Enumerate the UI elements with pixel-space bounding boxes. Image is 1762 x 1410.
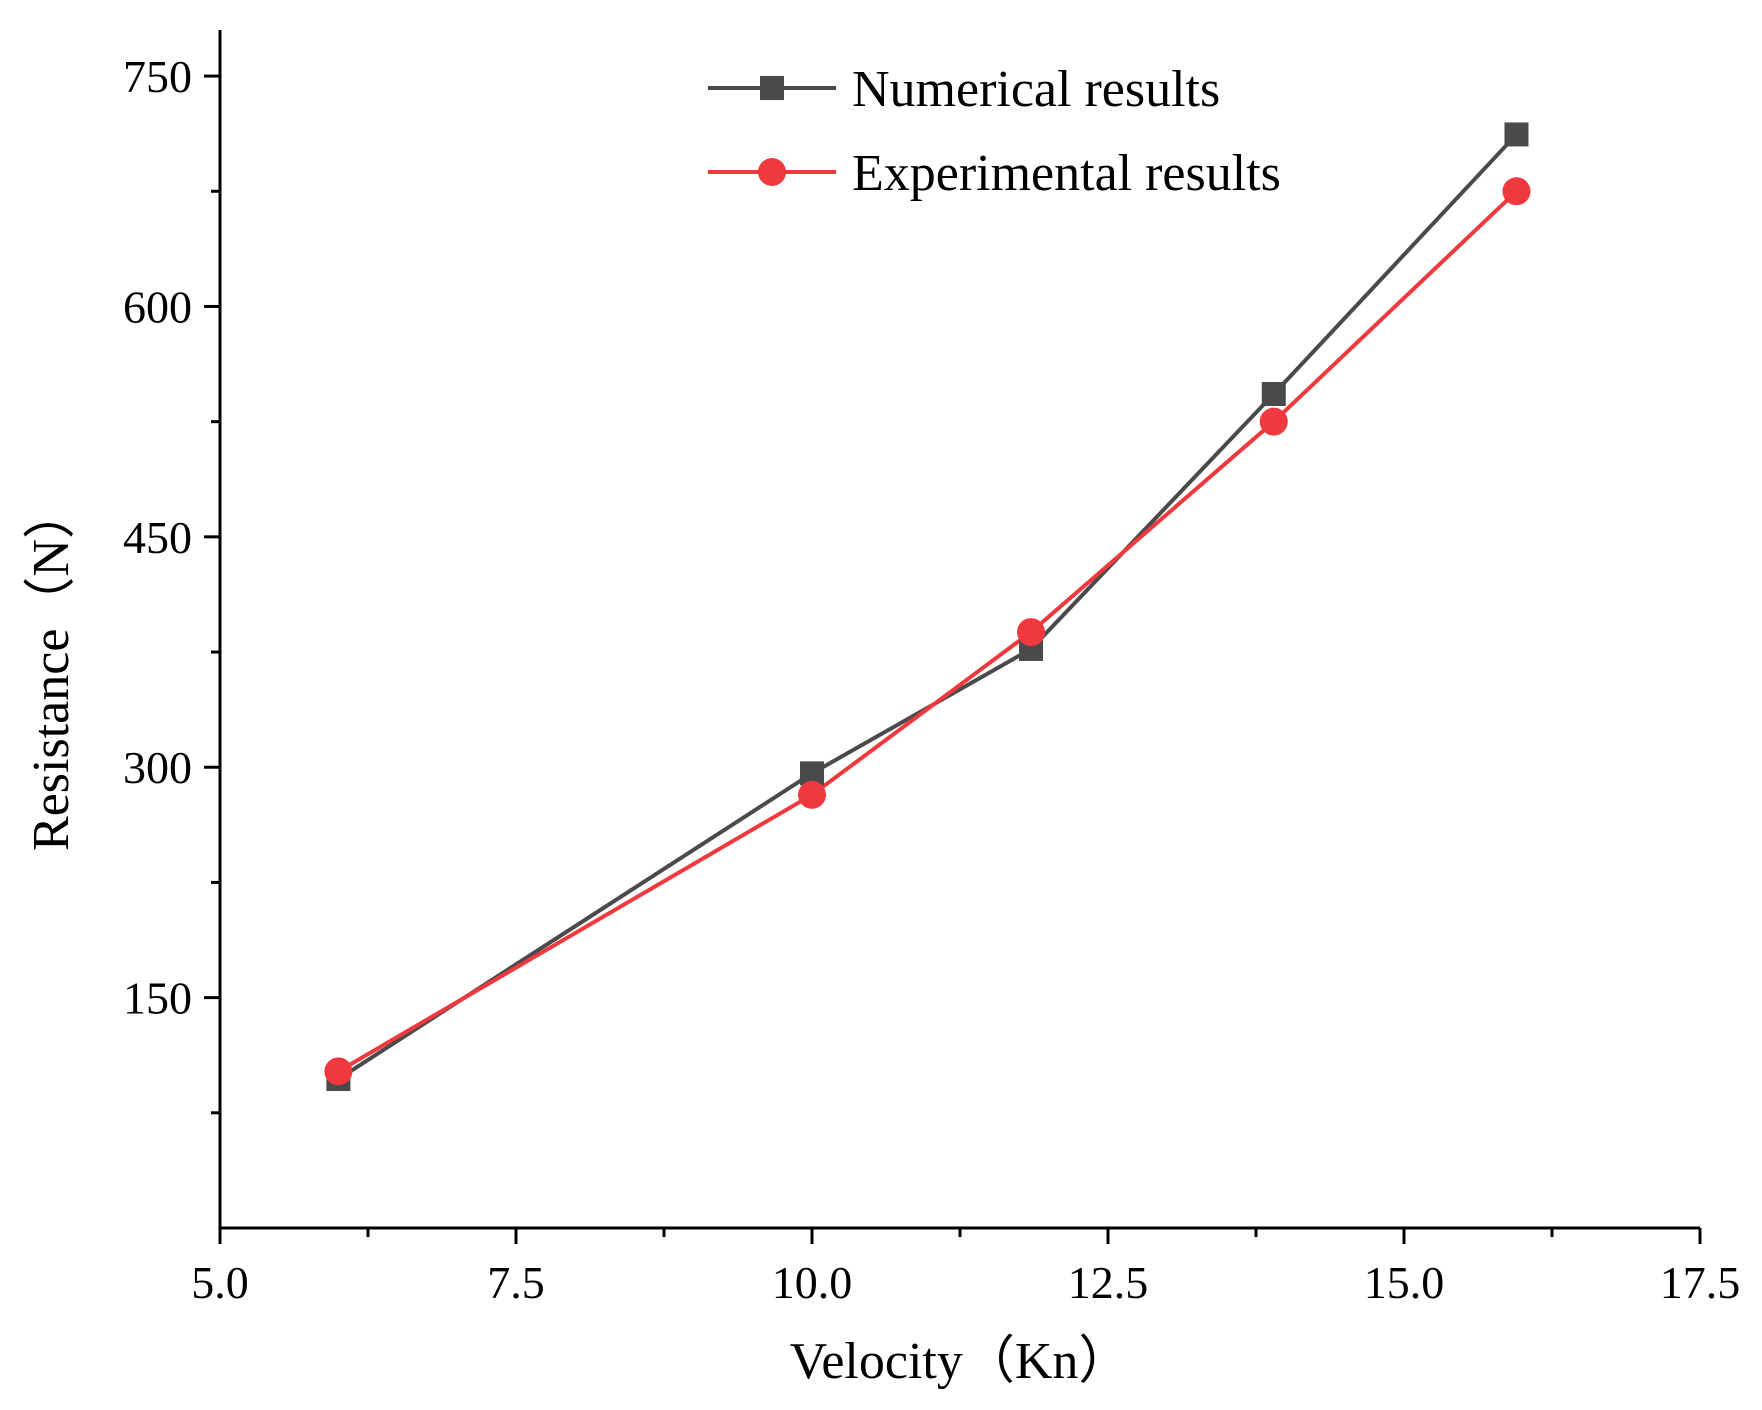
data-point-square	[1261, 382, 1286, 407]
x-tick-label: 10.0	[772, 1257, 853, 1308]
x-tick-label: 5.0	[191, 1257, 249, 1308]
series-group	[324, 122, 1531, 1092]
legend-marker-circle	[758, 158, 786, 186]
x-tick-label: 7.5	[487, 1257, 545, 1308]
legend: Numerical results Experimental results	[708, 61, 1281, 202]
y-tick-label: 750	[123, 51, 192, 102]
legend-label: Experimental results	[852, 145, 1281, 202]
data-point-circle	[1259, 407, 1288, 436]
data-point-circle	[1017, 618, 1046, 647]
y-tick-label: 600	[123, 281, 192, 332]
series-line-1	[337, 133, 1518, 1081]
y-tick-label: 450	[123, 512, 192, 563]
legend-marker-square	[760, 76, 784, 100]
x-tick-label: 12.5	[1068, 1257, 1149, 1308]
data-point-circle	[324, 1057, 353, 1086]
x-tick-label: 17.5	[1660, 1257, 1741, 1308]
x-axis-title: Velocity（Kn）	[790, 1333, 1131, 1390]
y-axis-title: Resistance（N）	[23, 487, 80, 851]
y-tick-label: 300	[123, 742, 192, 793]
legend-label: Numerical results	[852, 61, 1220, 118]
y-tick-label: 150	[123, 973, 192, 1024]
data-point-circle	[798, 780, 826, 809]
axes-group: 5.0 7.5 10.0 12.5 15.0 17.5 150 300 450 600 750	[123, 30, 1740, 1308]
x-tick-label: 15.0	[1364, 1257, 1445, 1308]
data-point-circle	[1502, 177, 1531, 206]
data-point-square	[1504, 122, 1529, 147]
